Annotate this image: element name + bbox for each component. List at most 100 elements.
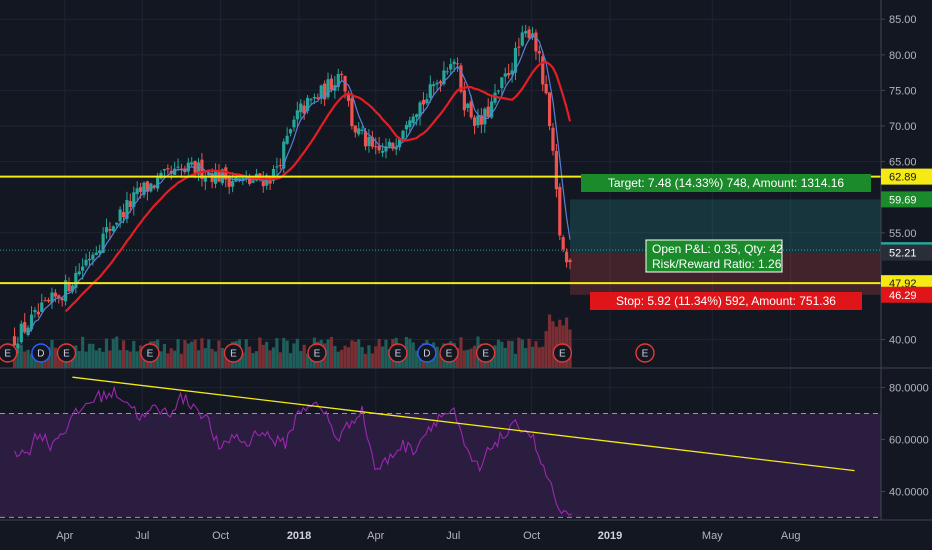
candle-body[interactable] bbox=[285, 135, 289, 144]
candle-body[interactable] bbox=[527, 29, 531, 39]
candle-body[interactable] bbox=[135, 188, 139, 194]
candle-body[interactable] bbox=[132, 192, 136, 207]
candle-body[interactable] bbox=[394, 147, 398, 150]
candle-body[interactable] bbox=[370, 137, 374, 147]
candle-body[interactable] bbox=[459, 65, 463, 92]
candle-body[interactable] bbox=[60, 298, 64, 301]
candle-body[interactable] bbox=[404, 124, 409, 130]
earnings-marker[interactable]: E bbox=[56, 343, 77, 363]
candle-body[interactable] bbox=[288, 129, 293, 134]
candle-body[interactable] bbox=[472, 117, 477, 126]
candle-body[interactable] bbox=[142, 182, 146, 195]
candle-body[interactable] bbox=[193, 161, 197, 173]
candle-body[interactable] bbox=[138, 187, 143, 192]
candle-body[interactable] bbox=[510, 70, 514, 75]
candle-body[interactable] bbox=[23, 322, 27, 333]
candle-body[interactable] bbox=[295, 110, 299, 120]
candle-body[interactable] bbox=[152, 185, 156, 188]
candle-body[interactable] bbox=[125, 199, 129, 219]
candle-body[interactable] bbox=[46, 299, 51, 302]
candle-body[interactable] bbox=[500, 77, 504, 89]
candle-body[interactable] bbox=[227, 176, 231, 187]
candle-body[interactable] bbox=[520, 32, 524, 46]
candle-body[interactable] bbox=[513, 47, 518, 73]
candle-body[interactable] bbox=[87, 258, 92, 261]
candle-body[interactable] bbox=[316, 97, 320, 100]
candle-body[interactable] bbox=[299, 103, 303, 113]
candle-body[interactable] bbox=[275, 166, 279, 168]
candle-body[interactable] bbox=[305, 97, 310, 111]
earnings-marker[interactable]: E bbox=[475, 343, 496, 363]
dividend-marker[interactable]: D bbox=[417, 343, 437, 363]
candle-body[interactable] bbox=[336, 74, 340, 88]
candle-body[interactable] bbox=[248, 176, 252, 184]
earnings-marker[interactable]: E bbox=[635, 343, 655, 363]
candle-body[interactable] bbox=[84, 259, 88, 266]
candle-body[interactable] bbox=[554, 151, 558, 190]
candle-body[interactable] bbox=[302, 105, 306, 114]
candle-body[interactable] bbox=[43, 300, 47, 302]
candle-body[interactable] bbox=[57, 295, 61, 299]
candle-body[interactable] bbox=[128, 201, 132, 207]
candle-body[interactable] bbox=[162, 168, 167, 171]
candle-body[interactable] bbox=[271, 168, 276, 181]
candle-body[interactable] bbox=[524, 31, 528, 34]
candle-body[interactable] bbox=[36, 311, 40, 315]
candle-body[interactable] bbox=[346, 92, 351, 101]
candle-body[interactable] bbox=[207, 172, 211, 176]
candle-body[interactable] bbox=[237, 178, 242, 181]
candle-body[interactable] bbox=[391, 142, 395, 149]
candle-body[interactable] bbox=[387, 141, 391, 147]
candle-body[interactable] bbox=[19, 323, 23, 343]
candle-body[interactable] bbox=[398, 139, 402, 148]
candle-body[interactable] bbox=[108, 229, 112, 231]
candle-body[interactable] bbox=[408, 120, 412, 128]
candle-body[interactable] bbox=[551, 127, 555, 151]
candle-body[interactable] bbox=[534, 32, 538, 52]
candle-body[interactable] bbox=[33, 310, 37, 313]
candle-body[interactable] bbox=[432, 84, 436, 87]
candle-body[interactable] bbox=[449, 64, 453, 70]
candle-body[interactable] bbox=[558, 186, 562, 236]
target-label[interactable]: Target: 7.48 (14.33%) 748, Amount: 1314.… bbox=[581, 174, 871, 192]
candle-body[interactable] bbox=[292, 119, 296, 128]
candle-body[interactable] bbox=[329, 78, 334, 90]
candle-body[interactable] bbox=[40, 302, 44, 312]
earnings-marker[interactable]: E bbox=[307, 343, 327, 363]
candle-body[interactable] bbox=[374, 146, 378, 148]
candle-body[interactable] bbox=[309, 99, 313, 101]
candle-body[interactable] bbox=[74, 272, 78, 288]
candle-body[interactable] bbox=[234, 177, 238, 182]
candle-body[interactable] bbox=[507, 72, 511, 76]
candle-body[interactable] bbox=[278, 165, 282, 167]
candle-body[interactable] bbox=[377, 145, 381, 151]
candle-body[interactable] bbox=[176, 166, 180, 168]
candle-body[interactable] bbox=[445, 71, 449, 73]
candle-body[interactable] bbox=[493, 92, 497, 103]
candle-body[interactable] bbox=[64, 280, 68, 302]
candle-body[interactable] bbox=[16, 343, 20, 349]
candle-body[interactable] bbox=[367, 137, 371, 146]
candle-body[interactable] bbox=[357, 128, 361, 135]
candle-body[interactable] bbox=[121, 212, 126, 218]
candle-body[interactable] bbox=[312, 97, 316, 99]
candle-body[interactable] bbox=[50, 292, 54, 303]
rsi-trendline[interactable] bbox=[72, 376, 855, 472]
candle-body[interactable] bbox=[231, 181, 235, 187]
candle-body[interactable] bbox=[91, 254, 95, 260]
earnings-marker[interactable]: E bbox=[140, 343, 160, 363]
candle-body[interactable] bbox=[326, 79, 330, 98]
candle-body[interactable] bbox=[224, 167, 228, 180]
candle-body[interactable] bbox=[483, 108, 487, 125]
candle-body[interactable] bbox=[565, 251, 569, 263]
candle-body[interactable] bbox=[353, 125, 357, 133]
candle-body[interactable] bbox=[261, 178, 265, 187]
candle-body[interactable] bbox=[544, 84, 548, 94]
candle-body[interactable] bbox=[415, 114, 419, 118]
stop-label[interactable]: Stop: 5.92 (11.34%) 592, Amount: 751.36 bbox=[590, 292, 862, 310]
candle-body[interactable] bbox=[421, 99, 426, 105]
candle-body[interactable] bbox=[156, 177, 160, 189]
